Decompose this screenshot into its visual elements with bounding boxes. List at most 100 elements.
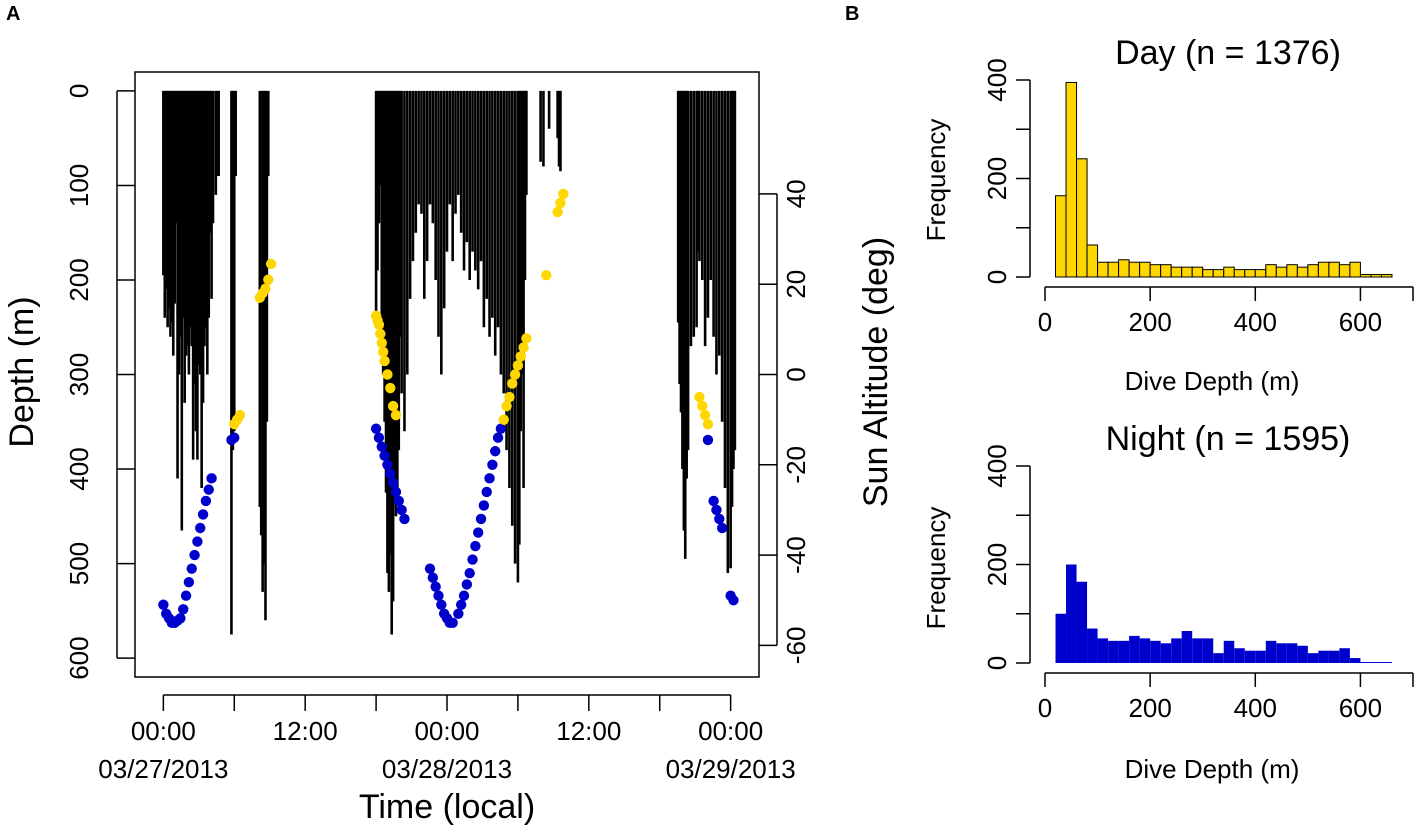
sun-point-night	[203, 484, 214, 495]
panel-a-label: A	[6, 3, 20, 25]
sun-point-day	[552, 206, 563, 218]
histogram-y-tick-label: 400	[982, 58, 1012, 101]
sun-altitude-layer	[158, 188, 739, 629]
sun-altitude-tick-label: 40	[781, 179, 811, 208]
histogram-bar	[1065, 81, 1078, 278]
sun-point-day	[512, 360, 524, 371]
sun-point-day	[518, 342, 529, 353]
histogram-bar	[1212, 269, 1225, 278]
histogram-y-tick-label: 0	[982, 270, 1012, 284]
histogram-bar	[1380, 274, 1393, 278]
histogram-bar	[1339, 648, 1350, 663]
sun-point-night	[473, 527, 484, 538]
sun-point-night	[475, 513, 487, 525]
histogram-bar	[1234, 648, 1245, 663]
histogram-bar	[1055, 613, 1067, 663]
histogram-bar	[1275, 266, 1288, 278]
sun-point-day	[382, 369, 393, 380]
day-histogram-ylabel: Frequency	[921, 119, 951, 242]
sun-point-day	[509, 369, 521, 380]
sun-point-night	[464, 567, 475, 579]
histogram-bar	[1370, 662, 1382, 663]
histogram-bar	[1286, 264, 1298, 278]
sun-altitude-tick-label: -40	[781, 536, 811, 574]
histogram-y-tick-label: 400	[982, 444, 1012, 487]
sun-point-day	[699, 409, 711, 421]
histogram-x-tick-label: 600	[1339, 693, 1382, 723]
sun-point-night	[393, 495, 404, 507]
sun-point-day	[555, 197, 566, 209]
sun-point-day	[376, 337, 387, 349]
sun-point-night	[192, 536, 203, 547]
sun-point-night	[385, 468, 396, 480]
histogram-bar	[1244, 269, 1256, 278]
histogram-bar	[1160, 643, 1172, 663]
sun-point-night	[728, 595, 739, 606]
histogram-x-tick-label: 0	[1038, 693, 1052, 723]
depth-tick-label: 100	[64, 164, 94, 207]
sun-point-night	[180, 590, 192, 601]
sun-point-night	[455, 599, 467, 610]
histogram-bar	[1149, 264, 1162, 278]
histogram-bar	[1223, 266, 1235, 278]
panel-b-label: B	[845, 3, 859, 25]
sun-point-night	[495, 423, 507, 434]
histogram-bar	[1171, 638, 1182, 663]
histogram-bar	[1338, 264, 1351, 278]
depth-axis-label: Depth (m)	[3, 296, 41, 447]
sun-point-night	[453, 608, 464, 619]
histogram-bar	[1223, 640, 1235, 663]
sun-point-night	[708, 495, 719, 507]
sun-point-day	[558, 188, 569, 200]
time-tick-date: 03/27/2013	[98, 754, 228, 784]
night-histogram-title: Night (n = 1595)	[1106, 420, 1351, 458]
sun-point-night	[399, 513, 410, 525]
time-tick-date: 03/29/2013	[666, 754, 796, 784]
sun-point-night	[373, 432, 385, 443]
time-tick-label: 00:00	[131, 716, 196, 746]
sun-point-day	[385, 382, 396, 394]
sun-point-night	[424, 563, 436, 574]
histogram-bar	[1097, 638, 1109, 663]
histogram-bar	[1076, 158, 1088, 278]
time-axis: 00:00 03/27/2013 12:00 00:00 03/28/2013 12:00…	[98, 694, 796, 784]
sun-point-night	[229, 432, 240, 443]
sun-point-night	[711, 504, 722, 516]
night-histogram-bars	[1055, 564, 1392, 663]
sun-point-night	[447, 617, 458, 629]
histogram-bar	[1349, 658, 1361, 663]
sun-point-night	[200, 495, 212, 507]
histogram-bar	[1192, 638, 1203, 663]
sun-point-night	[490, 446, 501, 457]
sun-altitude-tick-label: -60	[781, 627, 811, 665]
sun-point-day	[263, 274, 274, 285]
sun-altitude-tick-label: 0	[781, 367, 811, 381]
histogram-bar	[1307, 653, 1319, 663]
histogram-bar	[1202, 638, 1214, 663]
sun-point-night	[484, 473, 495, 484]
sun-point-night	[387, 477, 399, 489]
sun-point-night	[390, 486, 402, 498]
histogram-bar	[1244, 650, 1256, 663]
time-axis-label: Time (local)	[359, 788, 535, 826]
sun-point-night	[396, 504, 407, 516]
sun-point-day	[390, 409, 402, 421]
histogram-bar	[1097, 261, 1109, 278]
sun-point-night	[195, 522, 206, 534]
histogram-y-tick-label: 200	[982, 543, 1012, 586]
day-histogram-title: Day (n = 1376)	[1115, 34, 1341, 72]
night-histogram-axes: 0 200 400 600 0 200 400	[982, 444, 1414, 723]
sun-point-night	[436, 599, 447, 610]
histogram-bar	[1128, 261, 1141, 278]
histogram-bar	[1286, 643, 1298, 663]
sun-altitude-tick-label: -20	[781, 446, 811, 484]
time-tick-label: 12:00	[556, 716, 621, 746]
histogram-bar	[1381, 662, 1392, 663]
sun-point-night	[716, 522, 728, 534]
histogram-bar	[1181, 630, 1193, 663]
histogram-bar	[1108, 640, 1119, 663]
sun-point-day	[379, 355, 390, 367]
histogram-bar	[1255, 650, 1266, 663]
sun-point-day	[377, 346, 389, 358]
